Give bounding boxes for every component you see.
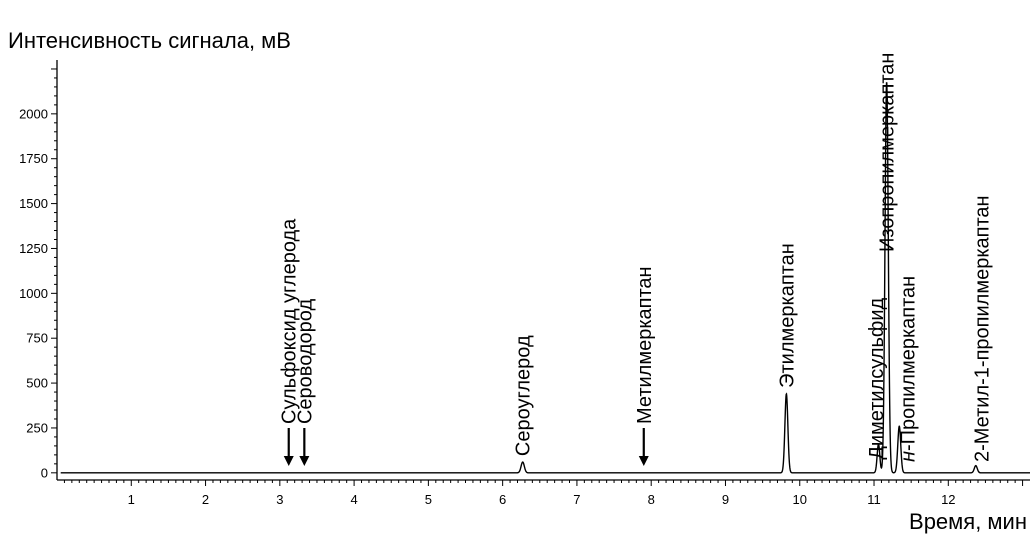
- x-tick-label: 8: [648, 492, 655, 507]
- peak-point: [975, 465, 977, 467]
- peak-label: Этилмеркаптан: [776, 243, 798, 388]
- peak-label: Метилмеркаптан: [634, 266, 656, 424]
- x-tick-label: 12: [941, 492, 955, 507]
- y-tick-label: 1250: [19, 241, 48, 256]
- x-tick-label: 4: [350, 492, 357, 507]
- peak-label: Изопропилмеркаптан: [877, 53, 899, 252]
- y-tick-label: 500: [26, 376, 48, 391]
- y-tick-label: 1750: [19, 151, 48, 166]
- x-tick-label: 6: [499, 492, 506, 507]
- peak-label: 2-Метил-1-пропилмеркаптан: [972, 195, 994, 462]
- annotation-arrowhead: [299, 456, 310, 466]
- y-tick-label: 750: [26, 331, 48, 346]
- peak-label-rest: -Пропилмеркаптан: [897, 276, 919, 451]
- x-tick-label: 9: [722, 492, 729, 507]
- x-tick-label: 11: [867, 492, 881, 507]
- x-tick-label: 10: [793, 492, 807, 507]
- peak-label: Сульфоксид углерода: [279, 218, 301, 424]
- x-tick-label: 1: [128, 492, 135, 507]
- y-tick-label: 1500: [19, 196, 48, 211]
- peak-point: [522, 461, 524, 463]
- peak-label: н-Пропилмеркаптан: [897, 276, 919, 462]
- y-tick-label: 250: [26, 420, 48, 435]
- y-axis-title: Интенсивность сигнала, мВ: [8, 28, 291, 53]
- peak-label-prefix: н: [897, 451, 919, 462]
- annotation-arrowhead: [638, 456, 649, 466]
- peak-label: Сероуглерод: [513, 335, 535, 456]
- y-tick-label: 1000: [19, 286, 48, 301]
- y-tick-label: 2000: [19, 106, 48, 121]
- peak-label: Диметилсульфид: [866, 297, 888, 459]
- x-tick-label: 7: [573, 492, 580, 507]
- x-tick-label: 5: [425, 492, 432, 507]
- x-tick-label: 3: [276, 492, 283, 507]
- chromatogram-line: [60, 82, 1030, 474]
- x-tick-label: 2: [202, 492, 209, 507]
- annotation-arrowhead: [283, 456, 294, 466]
- x-axis-title: Время, мин: [909, 509, 1027, 534]
- peak-point: [786, 393, 788, 395]
- peak-label: Сероводород: [294, 299, 316, 424]
- y-tick-label: 0: [41, 465, 48, 480]
